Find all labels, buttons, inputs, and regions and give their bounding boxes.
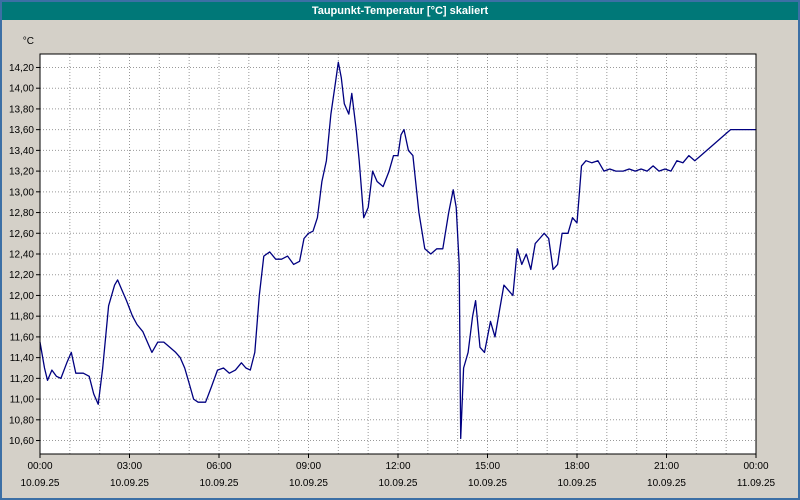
y-tick-label: 13,80 (9, 104, 34, 115)
chart-title: Taupunkt-Temperatur [°C] skaliert (311, 5, 489, 17)
y-tick-label: 10,60 (9, 436, 34, 447)
x-tick-time-label: 21:00 (654, 461, 679, 472)
y-tick-label: 12,60 (9, 229, 34, 240)
y-tick-label: 11,80 (10, 312, 35, 323)
x-tick-date-label: 10.09.25 (289, 478, 328, 489)
y-tick-label: 12,20 (9, 270, 34, 281)
x-tick-time-label: 03:00 (117, 461, 142, 472)
x-tick-time-label: 00:00 (27, 461, 52, 472)
x-tick-date-label: 10.09.25 (110, 478, 149, 489)
x-tick-date-label: 11.09.25 (737, 478, 776, 489)
x-tick-time-label: 09:00 (296, 461, 321, 472)
y-tick-label: 13,60 (9, 125, 34, 136)
y-tick-label: 11,60 (10, 332, 35, 343)
x-tick-time-label: 18:00 (564, 461, 589, 472)
x-tick-date-label: 10.09.25 (379, 478, 418, 489)
y-tick-label: 14,00 (9, 84, 34, 95)
series-line (39, 61, 757, 440)
y-tick-label: 11,20 (10, 374, 35, 385)
x-tick-date-label: 10.09.25 (647, 478, 686, 489)
y-tick-label: 13,00 (9, 187, 34, 198)
x-tick-date-label: 10.09.25 (468, 478, 507, 489)
y-tick-label: 12,00 (9, 291, 34, 302)
y-tick-label: 12,40 (9, 250, 34, 261)
y-tick-label: 14,20 (9, 63, 34, 74)
y-tick-label: 13,40 (9, 146, 34, 157)
y-tick-label: 13,20 (9, 167, 34, 178)
y-tick-label: 10,80 (9, 415, 34, 426)
y-axis-unit-label: °C (23, 36, 34, 47)
x-tick-time-label: 12:00 (385, 461, 410, 472)
chart-canvas: 14,20 14,00 13,80 13,60 13,40 13,20 13,00 12,80… (9, 36, 776, 489)
y-tick-label: 11,00 (10, 395, 35, 406)
x-tick-time-label: 06:00 (206, 461, 231, 472)
plot-border (39, 53, 757, 455)
y-tick-label: 12,80 (9, 208, 34, 219)
x-tick-date-label: 10.09.25 (200, 478, 239, 489)
x-tick-time-label: 15:00 (475, 461, 500, 472)
x-tick-date-label: 10.09.25 (21, 478, 60, 489)
x-tick-time-label: 00:00 (743, 461, 768, 472)
y-tick-label: 11,40 (10, 353, 35, 364)
title-bar: Taupunkt-Temperatur [°C] skaliert (2, 2, 798, 20)
x-tick-date-label: 10.09.25 (558, 478, 597, 489)
